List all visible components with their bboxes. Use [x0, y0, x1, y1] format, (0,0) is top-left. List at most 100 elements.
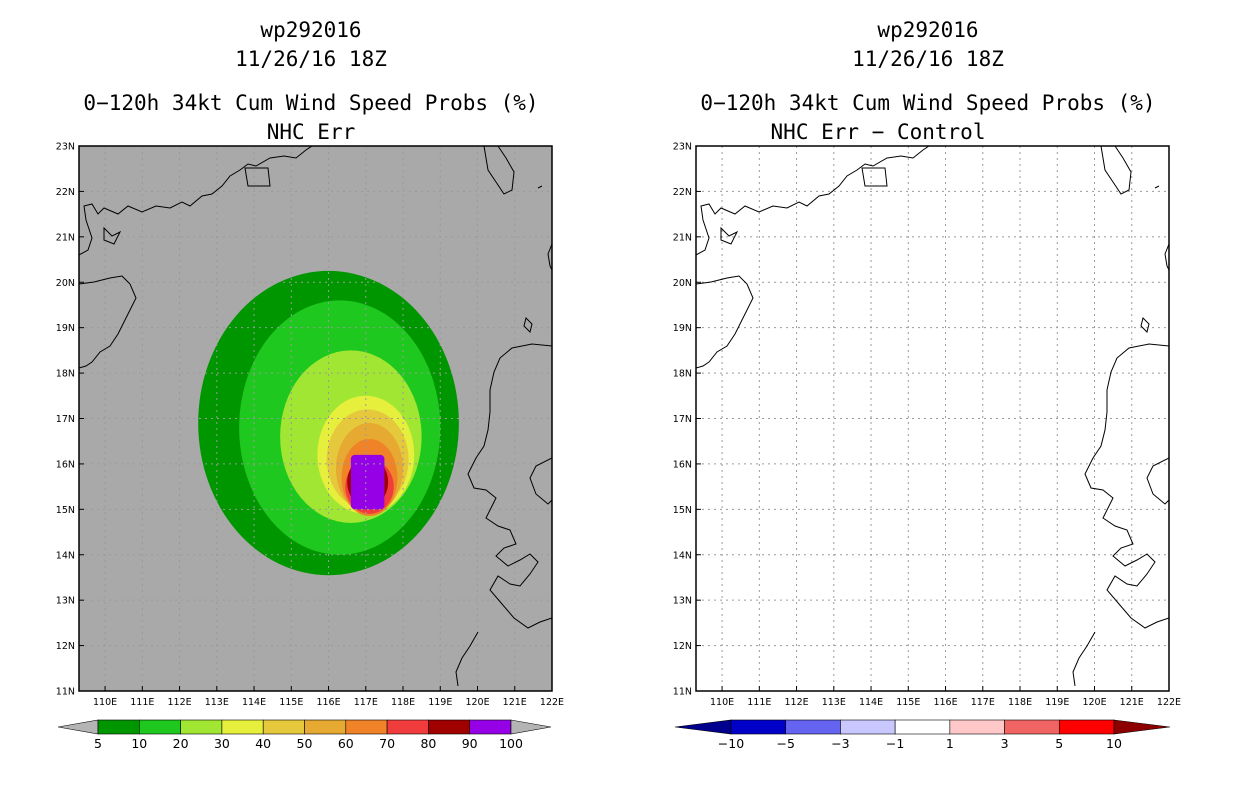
- lon-tick-label: 122E: [540, 697, 564, 708]
- colorbar-label: 3: [1001, 736, 1009, 751]
- lat-tick-label: 20N: [673, 278, 692, 289]
- left-subtitle: NHC Err: [266, 120, 356, 144]
- lat-tick-label: 11N: [673, 687, 692, 698]
- lon-tick-label: 113E: [822, 697, 846, 708]
- lat-tick-label: 23N: [56, 142, 75, 153]
- left-datetime: 11/26/16 18Z: [235, 47, 387, 71]
- right-subtitle: NHC Err − Control: [770, 120, 986, 144]
- lat-tick-label: 19N: [673, 323, 692, 334]
- lat-tick-label: 16N: [673, 459, 692, 470]
- lon-tick-label: 120E: [465, 697, 489, 708]
- colorbar-swatch: [97, 719, 140, 735]
- colorbar-label: 10: [131, 736, 147, 751]
- colorbar-swatch: [1058, 719, 1115, 735]
- colorbar-swatch: [469, 719, 512, 735]
- right-coastlines: [696, 146, 1169, 687]
- lat-tick-label: 12N: [56, 641, 75, 652]
- lon-tick-label: 110E: [710, 697, 734, 708]
- lat-tick-label: 22N: [56, 187, 75, 198]
- lon-tick-label: 115E: [896, 697, 920, 708]
- colorbar-over-arrow: [1113, 719, 1171, 735]
- colorbar-swatch: [840, 719, 896, 735]
- lon-tick-label: 120E: [1082, 697, 1106, 708]
- left-axes: 110E 111E 112E 113E 114E 115E 116E 117E 118E 119E…: [56, 142, 564, 709]
- lat-tick-label: 13N: [673, 596, 692, 607]
- lon-tick-label: 114E: [859, 697, 883, 708]
- lat-tick-label: 15N: [56, 505, 75, 516]
- colorbar-label: 30: [214, 736, 230, 751]
- left-coastlines: [79, 146, 552, 687]
- colorbar-swatch: [180, 719, 223, 735]
- colorbar-label: 10: [1106, 736, 1122, 751]
- lat-tick-label: 18N: [673, 369, 692, 380]
- lon-tick-label: 119E: [1045, 697, 1069, 708]
- colorbar-swatch: [221, 719, 264, 735]
- colorbar-label: 40: [255, 736, 271, 751]
- lat-tick-label: 18N: [56, 369, 75, 380]
- colorbar-under-arrow: [57, 719, 99, 735]
- lat-tick-label: 14N: [56, 550, 75, 561]
- right-product-title: 0−120h 34kt Cum Wind Speed Probs (%): [700, 91, 1156, 115]
- lat-tick-label: 17N: [56, 414, 75, 425]
- colorbar-under-arrow: [674, 719, 732, 735]
- colorbar-label: 1: [946, 736, 954, 751]
- prob-contour-core: [350, 454, 385, 510]
- lon-tick-label: 112E: [167, 697, 191, 708]
- lon-tick-label: 114E: [242, 697, 266, 708]
- lon-tick-label: 117E: [971, 697, 995, 708]
- colorbar-swatch: [730, 719, 787, 735]
- colorbar-swatch: [949, 719, 1005, 735]
- colorbar-label: −5: [776, 736, 794, 751]
- lon-tick-label: 118E: [1008, 697, 1032, 708]
- left-map: 110E 111E 112E 113E 114E 115E 116E 117E 118E 119E…: [56, 142, 564, 709]
- colorbar-swatch: [428, 719, 470, 735]
- lon-tick-label: 113E: [205, 697, 229, 708]
- colorbar-label: −1: [886, 736, 904, 751]
- right-map: 110E 111E 112E 113E 114E 115E 116E 117E 118E 119E…: [673, 142, 1181, 709]
- lon-tick-label: 111E: [130, 697, 154, 708]
- lon-tick-label: 115E: [279, 697, 303, 708]
- lon-tick-label: 117E: [354, 697, 378, 708]
- colorbar-label: 5: [1055, 736, 1063, 751]
- left-gridlines: [79, 146, 552, 691]
- lon-tick-label: 110E: [93, 697, 117, 708]
- colorbar-label: 80: [420, 736, 436, 751]
- lat-tick-label: 17N: [673, 414, 692, 425]
- colorbar-swatch: [1004, 719, 1060, 735]
- colorbar-label: −10: [718, 736, 744, 751]
- colorbar-swatch: [785, 719, 841, 735]
- colorbar-label: 60: [338, 736, 354, 751]
- colorbar-label: −3: [831, 736, 849, 751]
- colorbar-swatch: [894, 719, 951, 735]
- lon-tick-label: 116E: [316, 697, 340, 708]
- colorbar-label: 5: [94, 736, 102, 751]
- colorbar-swatch: [139, 719, 181, 735]
- left-storm-id: wp292016: [260, 18, 362, 42]
- colorbar-swatch: [304, 719, 347, 735]
- lon-tick-label: 111E: [747, 697, 771, 708]
- colorbar-label: 50: [297, 736, 313, 751]
- lat-tick-label: 12N: [673, 641, 692, 652]
- right-axes: 110E 111E 112E 113E 114E 115E 116E 117E 118E 119E…: [673, 142, 1181, 709]
- lon-tick-label: 116E: [933, 697, 957, 708]
- lat-tick-label: 22N: [673, 187, 692, 198]
- lat-tick-label: 14N: [673, 550, 692, 561]
- lat-tick-label: 19N: [56, 323, 75, 334]
- lon-tick-label: 119E: [428, 697, 452, 708]
- lat-tick-label: 15N: [673, 505, 692, 516]
- lon-tick-label: 122E: [1157, 697, 1181, 708]
- lat-tick-label: 11N: [56, 687, 75, 698]
- lon-tick-label: 121E: [1120, 697, 1144, 708]
- lat-tick-label: 21N: [56, 232, 75, 243]
- colorbar-label: 20: [173, 736, 189, 751]
- colorbar-label: 90: [462, 736, 478, 751]
- lat-tick-label: 21N: [673, 232, 692, 243]
- lat-tick-label: 13N: [56, 596, 75, 607]
- lon-tick-label: 118E: [391, 697, 415, 708]
- colorbar-swatch: [386, 719, 429, 735]
- colorbar-swatch: [345, 719, 388, 735]
- right-colorbar: −10 −5 −3 −1 1 3 5 10: [674, 719, 1171, 751]
- lat-tick-label: 23N: [673, 142, 692, 153]
- left-product-title: 0−120h 34kt Cum Wind Speed Probs (%): [83, 91, 539, 115]
